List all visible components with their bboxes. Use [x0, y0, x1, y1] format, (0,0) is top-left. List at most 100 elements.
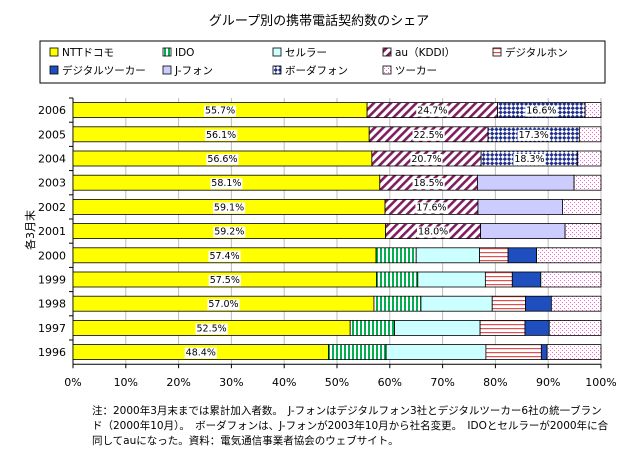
y-tick-label: 1999: [38, 274, 66, 287]
data-label-background: [415, 202, 448, 214]
data-label: 48.4%: [186, 348, 216, 359]
bar-segment: [578, 126, 602, 143]
x-tick-label: 20%: [166, 376, 190, 389]
y-tick-label: 1996: [38, 346, 66, 359]
legend-label: デジタルツーカー: [62, 64, 146, 77]
legend-swatch: [49, 47, 59, 57]
y-tick-label: 2005: [38, 128, 66, 141]
x-tick-labels: 0% 10% 20% 30% 40% 50% 60% 70% 80% 90% 100%: [64, 376, 616, 389]
legend-swatch: [492, 47, 502, 57]
bar-segment: [540, 344, 548, 361]
bar-segment: [540, 271, 602, 288]
data-label: 18.0%: [418, 227, 448, 238]
y-tick-label: 2003: [38, 177, 66, 190]
legend-label: au（KDDI）: [395, 47, 455, 59]
bar-segment: [485, 344, 542, 361]
data-label-background: [184, 347, 217, 359]
x-tick-label: 40%: [272, 376, 296, 389]
bar-segment: [328, 344, 387, 361]
bar-segment: [548, 319, 602, 336]
bar-segment: [484, 271, 513, 288]
bar-segment: [376, 271, 419, 288]
bar-segment: [477, 198, 563, 215]
data-label: 18.3%: [514, 154, 544, 165]
data-label: 17.6%: [416, 202, 446, 213]
data-label-background: [412, 129, 445, 141]
data-label-background: [416, 105, 449, 117]
footnote: 注：2000年3月末までは累計加入者数。 J-フォンはデジタルフォン3社とデジタ…: [92, 405, 609, 447]
x-tick-label: 0%: [64, 376, 81, 389]
legend-swatch: [162, 47, 172, 57]
data-label: 24.7%: [417, 106, 447, 117]
y-tick-label: 2006: [38, 104, 66, 117]
y-tick-label: 1998: [38, 298, 66, 311]
legend-label: セルラー: [285, 47, 327, 59]
y-axis-label: 各3月末: [23, 210, 37, 250]
x-tick-label: 100%: [585, 376, 616, 389]
data-label-background: [208, 250, 241, 262]
data-label-background: [208, 275, 241, 286]
legend-swatch: [272, 47, 282, 57]
x-tick-label: 50%: [325, 376, 349, 389]
data-label: 22.5%: [414, 130, 444, 141]
bar-segment: [417, 271, 486, 288]
data-label: 20.7%: [411, 154, 441, 165]
bar-segment: [477, 174, 575, 191]
y-tick-label: 2002: [38, 201, 66, 214]
data-label-background: [205, 129, 238, 141]
bar-segment: [525, 295, 552, 312]
data-label: 56.1%: [206, 130, 236, 141]
data-label: 59.2%: [214, 227, 244, 238]
bar-segment: [349, 319, 395, 336]
data-label: 16.6%: [526, 106, 556, 117]
bar-segment: [479, 247, 509, 264]
legend-label: ボーダフォン: [285, 64, 348, 77]
data-label: 18.5%: [414, 178, 444, 189]
bar-segment: [507, 247, 537, 264]
bar-segment: [524, 319, 550, 336]
legend-swatch: [49, 65, 59, 75]
data-label-background: [213, 226, 246, 238]
x-tick-label: 90%: [536, 376, 560, 389]
bar-segment: [511, 271, 542, 288]
value-labels: 55.7% 24.7% 16.6% 56.1% 22.5% 17.3% 56.6% 20.7%…: [184, 105, 558, 359]
data-label-background: [207, 299, 240, 311]
x-tick-label: 30%: [219, 376, 243, 389]
data-label: 17.3%: [519, 130, 549, 141]
bar-segment: [420, 295, 493, 312]
bar-segment: [550, 295, 602, 312]
x-tick-label: 10%: [114, 376, 138, 389]
legend-swatch: [382, 47, 392, 57]
data-label-background: [513, 154, 546, 165]
y-tick-label: 2000: [38, 249, 66, 262]
data-label-background: [206, 154, 239, 165]
legend-label: ツーカー: [395, 65, 437, 77]
bar-segment: [584, 102, 602, 118]
data-label-background: [517, 129, 550, 141]
legend-swatch: [162, 65, 172, 75]
legend-label: J-フォン: [174, 65, 213, 77]
y-tick-labels: 2006 2005 2004 2003 2002 2001 2000 1999 1998 1997…: [38, 104, 66, 359]
y-tick-label: 1997: [38, 322, 66, 335]
data-label: 57.5%: [210, 275, 240, 286]
data-label-background: [417, 226, 450, 238]
bar-segment: [480, 223, 566, 240]
bar-segment: [546, 344, 602, 361]
bar-segment: [536, 247, 602, 264]
data-label: 58.1%: [211, 178, 241, 189]
chart-title: グループ別の携帯電話契約数のシェア: [209, 13, 429, 29]
data-label-background: [212, 202, 246, 214]
bar-segment: [373, 295, 422, 312]
y-tick-label: 2001: [38, 225, 66, 238]
bar-segment: [573, 174, 602, 191]
data-label-background: [525, 105, 558, 117]
x-tick-label: 60%: [378, 376, 402, 389]
bar-segment: [577, 150, 602, 167]
data-label: 57.0%: [208, 299, 238, 310]
data-label-background: [410, 154, 443, 165]
data-label: 55.7%: [205, 106, 235, 117]
bar-segment: [375, 247, 417, 264]
bar-segment: [562, 198, 602, 215]
